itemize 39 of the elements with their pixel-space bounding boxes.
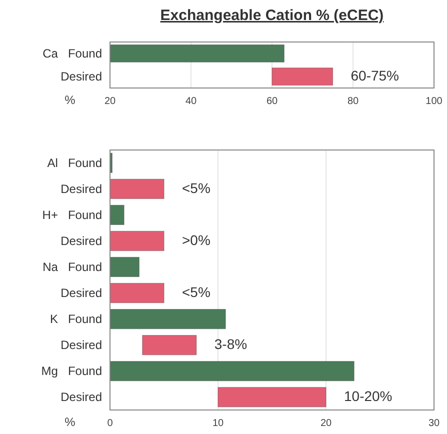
annotation: <5% (182, 180, 210, 196)
x-tick-label: 30 (428, 418, 440, 429)
x-tick-label: 20 (104, 96, 116, 107)
x-tick-label: 0 (107, 418, 114, 429)
annotation: 10-20% (344, 388, 392, 404)
bar (110, 256, 140, 278)
y-tick-label: H+ Found (42, 208, 102, 222)
y-tick-label: Desired (60, 234, 102, 248)
x-tick-label: 80 (347, 96, 359, 107)
y-tick-label: Desired (60, 182, 102, 196)
annotation: <5% (182, 284, 210, 300)
bar (110, 204, 124, 225)
y-tick-label: Desired (60, 338, 102, 352)
bar (142, 335, 197, 356)
y-tick-label: Desired (60, 390, 102, 404)
x-tick-label: 20 (320, 418, 332, 429)
annotation: 60-75% (350, 68, 400, 84)
y-tick-label: Mg Found (41, 364, 102, 378)
y-tick-label: Na Found (42, 260, 102, 274)
bar (110, 308, 226, 330)
bar (110, 178, 164, 199)
bar (110, 361, 354, 382)
chart-title: Exchangeable Cation % (eCEC) (160, 7, 384, 24)
y-tick-label: Al Found (47, 156, 102, 170)
annotation: >0% (182, 232, 210, 248)
y-tick-label: K Found (50, 312, 102, 326)
bar (110, 230, 164, 252)
x-tick-label: 60 (266, 96, 278, 107)
annotation: 3-8% (214, 336, 248, 352)
y-tick-label: Ca Found (42, 46, 102, 60)
x-tick-label: 40 (185, 96, 197, 107)
x-tick-label: 10 (212, 418, 224, 429)
bar (218, 387, 326, 408)
x-tick-label: 100 (426, 96, 443, 107)
bar (110, 282, 164, 304)
y-tick-label: Desired (60, 286, 102, 300)
x-axis-title: % (64, 93, 76, 107)
x-axis-title: % (64, 415, 76, 429)
y-tick-label: Desired (60, 70, 102, 84)
